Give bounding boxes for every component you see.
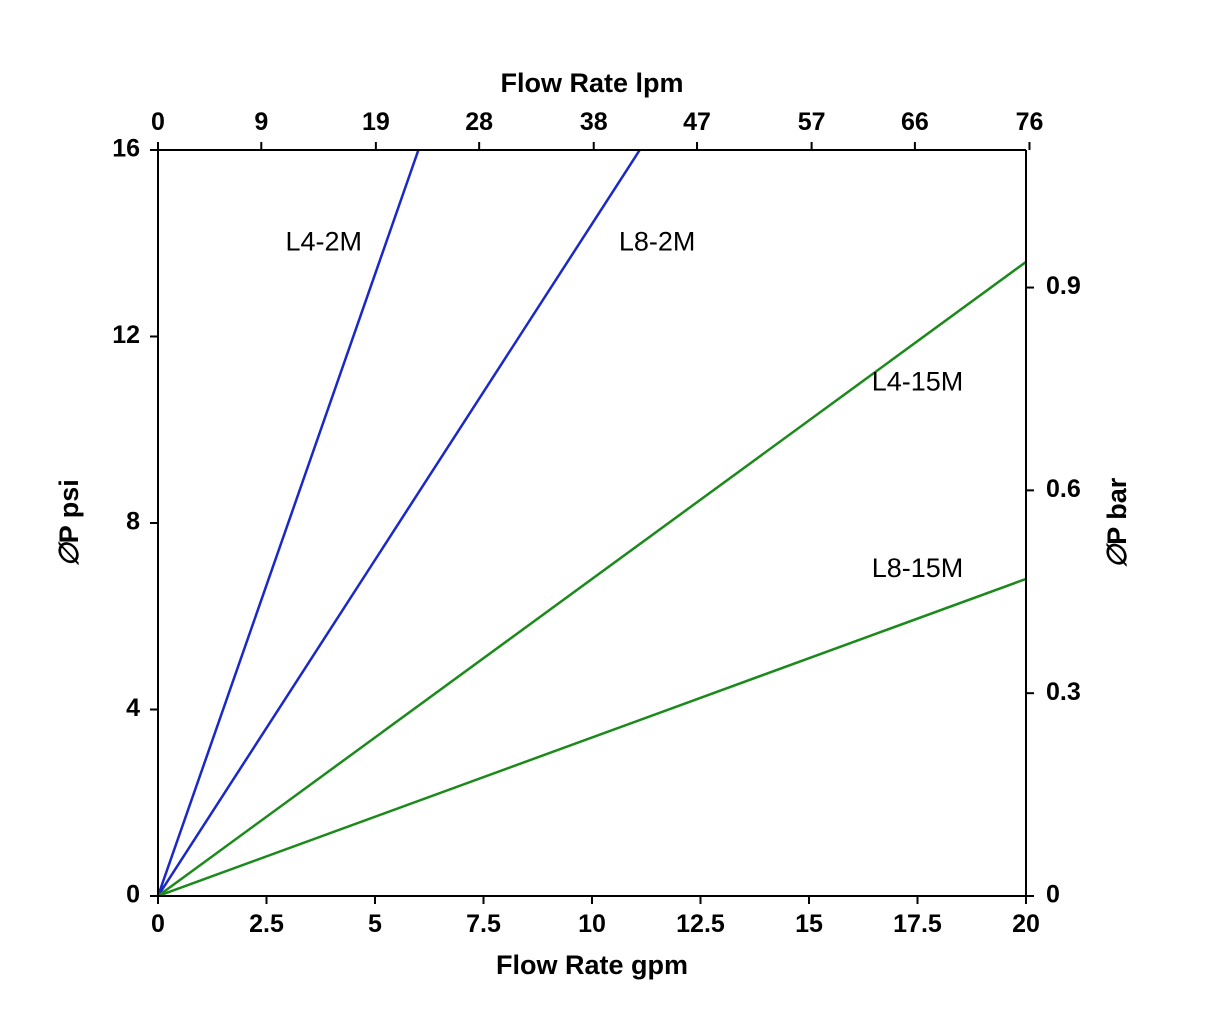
series-label-l4-15m: L4-15M — [872, 366, 964, 396]
y-right-tick-label: 0 — [1046, 881, 1060, 909]
series-label-l8-15m: L8-15M — [872, 553, 964, 583]
pressure-vs-flow-chart: L4-2M L8-2M L4-15M L8-15M 0 2.5 5 7.5 10 12.5 15 17… — [0, 0, 1214, 1018]
x-top-tick-label: 0 — [151, 108, 165, 136]
y-left-tick-label: 8 — [126, 508, 140, 536]
y-left-tick-label: 4 — [126, 694, 140, 722]
y-left-tick-label: 12 — [112, 321, 140, 349]
x-bottom-tick-label: 7.5 — [466, 910, 501, 938]
x-bottom-tick-label: 2.5 — [249, 910, 284, 938]
x-bottom-tick-label: 20 — [1012, 910, 1040, 938]
x-top-axis-title: Flow Rate lpm — [500, 68, 683, 98]
x-top-tick-label: 57 — [798, 108, 826, 136]
x-bottom-tick-label: 15 — [795, 910, 823, 938]
y-right-tick-label: 0.9 — [1046, 272, 1081, 300]
chart-container: L4-2M L8-2M L4-15M L8-15M 0 2.5 5 7.5 10 12.5 15 17… — [0, 0, 1214, 1018]
x-bottom-axis-title: Flow Rate gpm — [496, 950, 688, 980]
y-left-tick-label: 16 — [112, 135, 140, 163]
x-bottom-tick-label: 10 — [578, 910, 606, 938]
x-bottom-tick-label: 17.5 — [893, 910, 942, 938]
x-bottom-tick-label: 0 — [151, 910, 165, 938]
x-top-tick-label: 9 — [254, 108, 268, 136]
y-right-axis-title: ∅P bar — [1102, 477, 1132, 568]
x-top-tick-label: 19 — [362, 108, 390, 136]
series-label-l4-2m: L4-2M — [285, 226, 362, 256]
x-bottom-tick-label: 5 — [368, 910, 382, 938]
y-right-tick-label: 0.3 — [1046, 678, 1081, 706]
series-label-l8-2m: L8-2M — [619, 226, 696, 256]
x-top-tick-label: 66 — [901, 108, 929, 136]
x-bottom-tick-label: 12.5 — [676, 910, 725, 938]
y-left-tick-label: 0 — [126, 881, 140, 909]
y-left-axis-title: ∅P psi — [54, 479, 84, 567]
y-right-tick-label: 0.6 — [1046, 475, 1081, 503]
x-top-tick-label: 47 — [683, 108, 711, 136]
x-top-tick-label: 38 — [580, 108, 608, 136]
x-top-tick-label: 28 — [465, 108, 493, 136]
x-top-tick-label: 76 — [1016, 108, 1044, 136]
